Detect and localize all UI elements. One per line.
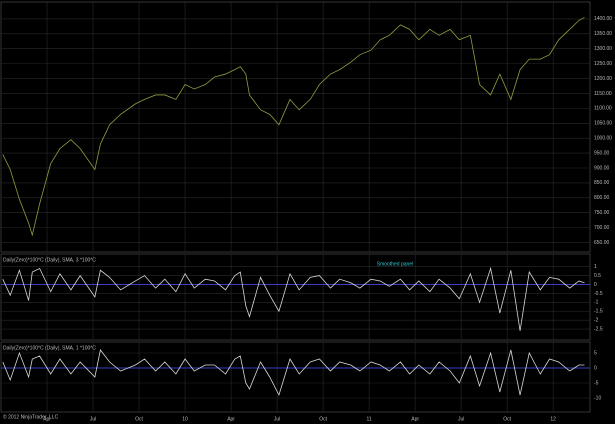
- x-tick-label: 11: [367, 416, 372, 422]
- footer: © 2012 NinjaTrader, LLC: [3, 413, 59, 420]
- x-tick-label: Apr: [43, 416, 51, 422]
- y-tick-label: 1: [594, 264, 597, 270]
- y-tick-label: -2: [594, 318, 599, 324]
- x-tick-label: 12: [550, 416, 556, 422]
- y-tick-label: 700.00: [594, 225, 610, 231]
- y-tick-label: 1200.00: [594, 76, 612, 82]
- annotation: Smoothed panel: [377, 261, 413, 267]
- x-tick-label: Oct: [319, 416, 327, 422]
- y-tick-label: 650.00: [594, 240, 610, 246]
- y-tick-label: -0.5: [594, 291, 603, 297]
- y-tick-label: 900.00: [594, 165, 610, 171]
- y-tick-label: -2.5: [594, 326, 603, 332]
- y-tick-label: 750.00: [594, 210, 610, 216]
- y-tick-label: -5: [594, 380, 599, 386]
- series-line: [2, 17, 585, 237]
- x-tick-label: Oct: [503, 416, 511, 422]
- panel-title: Daily(Zero)*100*C (Daily), SMA, 1 *100*C: [3, 345, 96, 351]
- y-tick-label: 5: [594, 350, 597, 356]
- y-tick-label: 1300.00: [594, 46, 612, 52]
- x-tick-label: Apr: [411, 416, 419, 422]
- y-tick-label: 0: [594, 282, 597, 288]
- y-tick-label: 1400.00: [594, 16, 612, 22]
- y-tick-label: -1.5: [594, 309, 603, 315]
- x-tick-label: Apr: [227, 416, 235, 422]
- panel-title: Daily(Zero)*100*C (Daily), SMA, 3 *100*C: [3, 257, 96, 263]
- y-tick-label: 0.5: [594, 273, 601, 279]
- x-tick-label: Jul: [274, 416, 280, 422]
- panel-border: [0, 253, 591, 341]
- y-tick-label: 1100.00: [594, 106, 612, 112]
- x-tick-label: Jul: [458, 416, 464, 422]
- y-tick-label: 1350.00: [594, 31, 612, 37]
- panel-border: [0, 1, 591, 253]
- y-tick-label: 0: [594, 365, 597, 371]
- series-line: [2, 266, 585, 331]
- x-tick-label: Jul: [90, 416, 96, 422]
- y-tick-label: 1050.00: [594, 121, 612, 127]
- y-tick-label: 800.00: [594, 195, 610, 201]
- y-tick-label: 1150.00: [594, 91, 612, 97]
- y-tick-label: -1: [594, 300, 599, 306]
- y-tick-label: 1000.00: [594, 136, 612, 142]
- x-tick-label: 10: [182, 416, 188, 422]
- series-line: [2, 349, 585, 397]
- x-tick-label: Oct: [135, 416, 143, 422]
- y-tick-label: 950.00: [594, 150, 610, 156]
- y-tick-label: -10: [594, 395, 601, 401]
- y-tick-label: 1250.00: [594, 61, 612, 67]
- y-tick-label: 850.00: [594, 180, 610, 186]
- panel-border: [0, 341, 591, 413]
